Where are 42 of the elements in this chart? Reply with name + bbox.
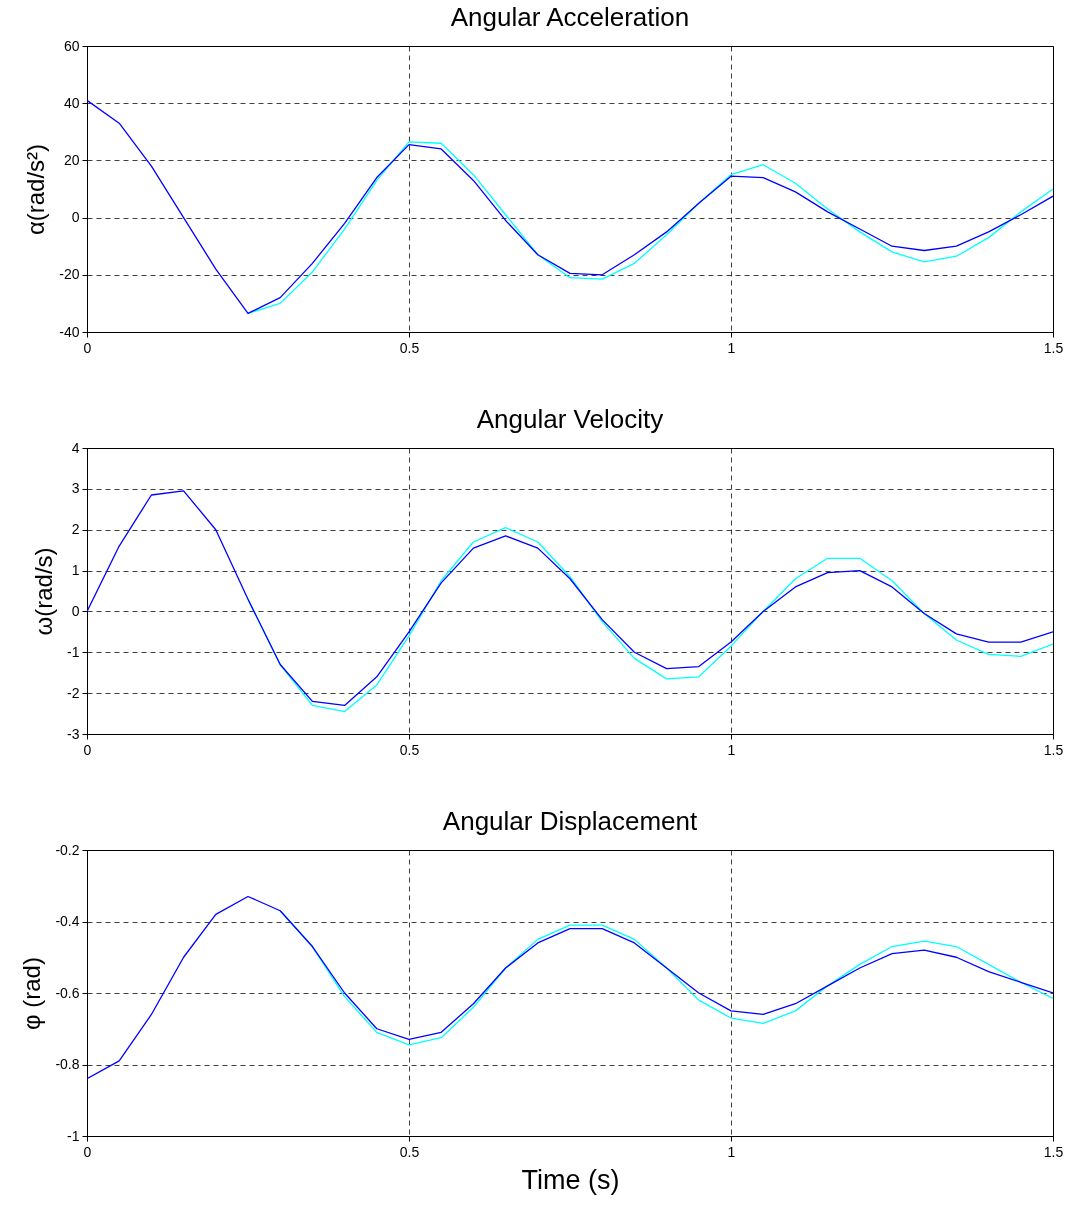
y-tick-label: -1	[67, 1127, 80, 1144]
x-tick-label: 1	[727, 339, 736, 356]
y-tick-label: 1	[71, 562, 80, 579]
x-tick-label: 1.5	[1043, 741, 1064, 758]
x-axis-title: Time (s)	[521, 1164, 620, 1195]
y-tick-label: 2	[71, 521, 80, 538]
x-tick-label: 0	[83, 339, 92, 356]
chart-title: Angular Velocity	[476, 404, 664, 434]
x-tick-label: 0.5	[399, 1143, 420, 1160]
y-tick-label: 4	[71, 439, 80, 456]
x-tick-label: 0.5	[399, 741, 420, 758]
line-series	[87, 490, 1053, 707]
chart-title: Angular Acceleration	[450, 2, 690, 32]
x-tick-label: 0	[83, 1143, 92, 1160]
y-tick-label: -0.4	[55, 913, 80, 929]
y-axis-title: ω(rad/s)	[30, 547, 58, 636]
y-tick-label: 40	[63, 94, 80, 111]
x-tick-label: 1	[727, 741, 736, 758]
x-tick-label: 0.5	[399, 339, 420, 356]
x-tick-label: 1.5	[1043, 1143, 1064, 1160]
y-tick-label: 3	[71, 480, 80, 497]
x-tick-label: 1.5	[1043, 339, 1064, 356]
y-tick-label: -1	[67, 643, 80, 660]
y-tick-label: 0	[71, 209, 80, 226]
chart-title: Angular Displacement	[442, 806, 698, 836]
y-tick-label: -0.8	[55, 1056, 80, 1072]
y-tick-label: -40	[59, 323, 80, 340]
y-axis-title: φ (rad)	[18, 957, 46, 1030]
line-series	[247, 141, 1053, 315]
y-tick-label: 0	[71, 602, 80, 619]
y-tick-label: -0.2	[55, 841, 80, 858]
y-tick-label: -2	[67, 684, 80, 701]
x-tick-label: 0	[83, 741, 92, 758]
line-series	[87, 99, 1053, 315]
y-axis-title: α(rad/s²)	[22, 143, 50, 236]
y-tick-label: -3	[67, 725, 80, 742]
y-tick-label: 20	[63, 151, 80, 168]
y-tick-label: 60	[63, 37, 80, 54]
x-tick-label: 1	[727, 1143, 736, 1160]
y-tick-label: -20	[59, 266, 80, 283]
y-tick-label: -0.6	[55, 984, 80, 1001]
line-series	[87, 895, 1053, 1080]
